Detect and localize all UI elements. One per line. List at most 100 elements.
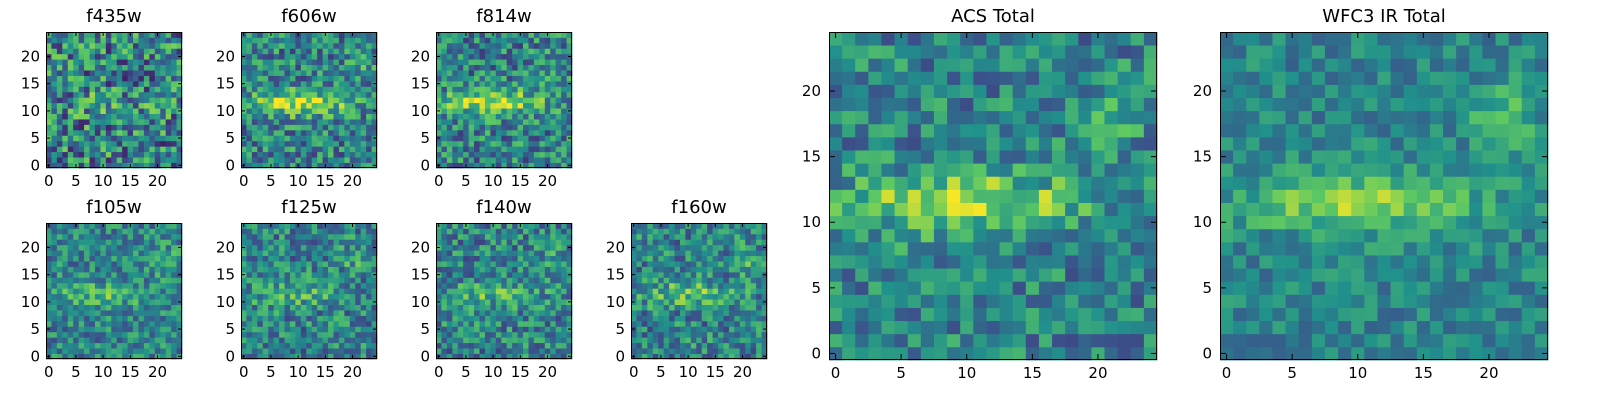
heatmap-cell [495, 326, 502, 333]
heatmap-cell [636, 331, 643, 338]
heatmap-cell [67, 353, 74, 360]
heatmap-cell [333, 353, 340, 360]
heatmap-cell [306, 53, 313, 60]
heatmap-cell [495, 353, 502, 360]
heatmap-cell [523, 223, 529, 229]
heatmap-cell [284, 37, 291, 44]
heatmap-cell [154, 53, 161, 60]
heatmap-cell [718, 271, 724, 278]
heatmap-cell [490, 277, 497, 284]
heatmap-cell [446, 102, 453, 109]
heatmap-cell [149, 348, 156, 354]
heatmap-cell [1117, 189, 1132, 203]
heatmap-cell [127, 315, 134, 322]
heatmap-cell [457, 310, 464, 316]
heatmap-cell [295, 48, 302, 55]
heatmap-cell [241, 146, 247, 153]
heatmap-cell [436, 75, 442, 82]
heatmap-cell [51, 250, 58, 257]
heatmap-cell [284, 59, 291, 66]
heatmap-cell [1143, 150, 1158, 164]
heatmap-cell [696, 288, 703, 295]
heatmap-cell [311, 157, 318, 163]
heatmap-cell [669, 288, 675, 295]
heatmap-cell [94, 119, 101, 125]
heatmap-cell [366, 353, 372, 360]
heatmap-cell [67, 91, 74, 98]
heatmap-cell [907, 320, 922, 335]
heatmap-cell [441, 70, 448, 76]
heatmap-cell [474, 91, 480, 98]
heatmap-cell [306, 244, 313, 251]
heatmap-cell [679, 271, 686, 278]
heatmap-cell [73, 59, 80, 66]
heatmap-cell [317, 337, 323, 344]
heatmap-cell [490, 80, 497, 87]
heatmap-cell [528, 239, 535, 246]
heatmap-cell [268, 75, 275, 82]
heatmap-cell [100, 146, 107, 153]
heatmap-cell [122, 320, 128, 327]
heatmap-cell [89, 239, 96, 246]
heatmap-cell [561, 348, 567, 354]
heatmap-cell [550, 80, 557, 87]
heatmap-cell [658, 244, 665, 251]
heatmap-cell [1143, 215, 1158, 230]
heatmap-cell [973, 320, 987, 335]
heatmap-cell [306, 140, 313, 147]
heatmap-cell [631, 315, 637, 322]
heatmap-cell [133, 32, 139, 38]
heatmap-cell [338, 135, 345, 142]
heatmap-cell [761, 342, 768, 349]
heatmap-cell [463, 135, 470, 142]
heatmap-cell [881, 189, 895, 203]
heatmap-cell [761, 228, 768, 235]
heatmap-cell [122, 135, 128, 142]
heatmap-cell [894, 294, 909, 308]
heatmap-cell [920, 123, 935, 138]
heatmap-cell [544, 326, 551, 333]
heatmap-cell [517, 42, 524, 49]
heatmap-cell [62, 315, 69, 322]
heatmap-cell [105, 223, 112, 229]
heatmap-cell [62, 233, 69, 240]
heatmap-cell [446, 32, 453, 38]
heatmap-cell [62, 129, 69, 136]
heatmap-cell [262, 337, 269, 344]
panel-title: f140w [476, 197, 532, 218]
heatmap-cell [501, 151, 508, 158]
y-tick: 15 [216, 75, 377, 93]
heatmap-cell [160, 331, 167, 338]
heatmap-cell [501, 162, 508, 169]
heatmap-cell [94, 223, 101, 229]
heatmap-cell [56, 255, 63, 262]
heatmap-cell [501, 91, 508, 98]
heatmap-cell [734, 293, 741, 300]
heatmap-cell [273, 162, 280, 169]
heatmap-cell [881, 281, 895, 295]
heatmap-cell [73, 304, 80, 311]
heatmap-cell [436, 348, 442, 354]
heatmap-cell [484, 331, 491, 338]
heatmap-cell [62, 70, 69, 76]
heatmap-cell [658, 228, 665, 235]
heatmap-cell [495, 320, 502, 327]
heatmap-cell [67, 293, 74, 300]
heatmap-cell [105, 80, 112, 87]
heatmap-cell [474, 223, 480, 229]
heatmap-cell [311, 233, 318, 240]
heatmap-cell [89, 315, 96, 322]
heatmap-cell [669, 293, 675, 300]
heatmap-cell [723, 353, 730, 360]
heatmap-cell [84, 135, 90, 142]
heatmap-cell [474, 261, 480, 267]
heatmap-cell [999, 294, 1014, 308]
heatmap-cell [89, 102, 96, 109]
heatmap-cell [165, 233, 172, 240]
heatmap-cell [160, 32, 167, 38]
heatmap-cell [631, 310, 637, 316]
heatmap-cell [855, 163, 869, 177]
heatmap-cell [452, 271, 459, 278]
heatmap-cell [701, 266, 708, 273]
heatmap-cell [73, 64, 80, 71]
